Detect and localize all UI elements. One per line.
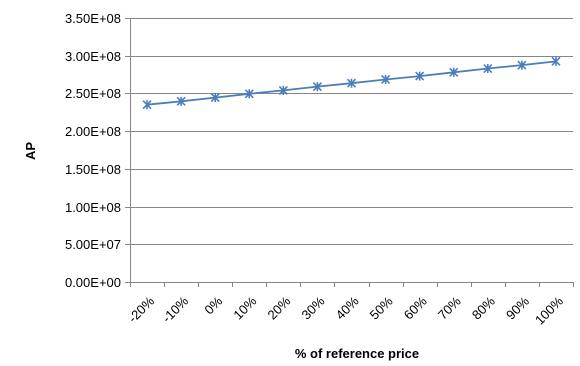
- x-tick-label: -20%: [125, 293, 157, 325]
- x-tick-label: 80%: [469, 293, 498, 322]
- y-tick-label: 1.00E+08: [65, 200, 121, 215]
- x-tick-label: 20%: [264, 293, 293, 322]
- x-tick-label: 60%: [401, 293, 430, 322]
- axes: [125, 18, 574, 287]
- x-tick-label: 90%: [503, 293, 532, 322]
- data-point-marker: [381, 74, 391, 85]
- x-axis-title: % of reference price: [295, 346, 419, 361]
- x-tick-label: 70%: [435, 293, 464, 322]
- x-tick-label: 30%: [299, 293, 328, 322]
- data-point-marker: [346, 78, 357, 88]
- x-tick-label: 0%: [201, 293, 225, 317]
- data-point-marker: [449, 67, 459, 77]
- data-point-marker: [312, 82, 322, 92]
- data-point-marker: [415, 71, 425, 81]
- x-tick-label: 10%: [230, 293, 259, 322]
- y-tick-labels: 0.00E+00 5.00E+07 1.00E+08 1.50E+08 2.00E+08…: [65, 11, 121, 290]
- data-point-marker: [551, 56, 561, 66]
- y-tick-label: 0.00E+00: [65, 275, 121, 290]
- series: [142, 56, 561, 110]
- y-tick-label: 3.50E+08: [65, 11, 121, 26]
- x-tick-label: 100%: [532, 293, 566, 327]
- y-tick-label: 5.00E+07: [65, 237, 121, 252]
- x-tick-label: -10%: [159, 293, 191, 325]
- y-tick-label: 1.50E+08: [65, 162, 121, 177]
- gridlines: [130, 18, 573, 245]
- data-point-marker: [483, 63, 493, 74]
- data-point-marker: [244, 89, 254, 99]
- y-tick-label: 2.00E+08: [65, 124, 121, 139]
- data-point-marker: [517, 60, 527, 70]
- data-point-marker: [142, 100, 152, 110]
- y-axis-title: AP: [23, 142, 38, 160]
- data-point-marker: [176, 96, 186, 106]
- data-point-marker: [210, 93, 220, 103]
- x-tick-labels: -20% -10% 0% 10% 20% 30% 40% 50% 60% 70% 80% 90% 100…: [125, 293, 566, 327]
- data-point-marker: [278, 85, 288, 95]
- x-tick-label: 50%: [367, 293, 396, 322]
- y-tick-label: 3.00E+08: [65, 49, 121, 64]
- x-tick-label: 40%: [333, 293, 362, 322]
- y-tick-label: 2.50E+08: [65, 86, 121, 101]
